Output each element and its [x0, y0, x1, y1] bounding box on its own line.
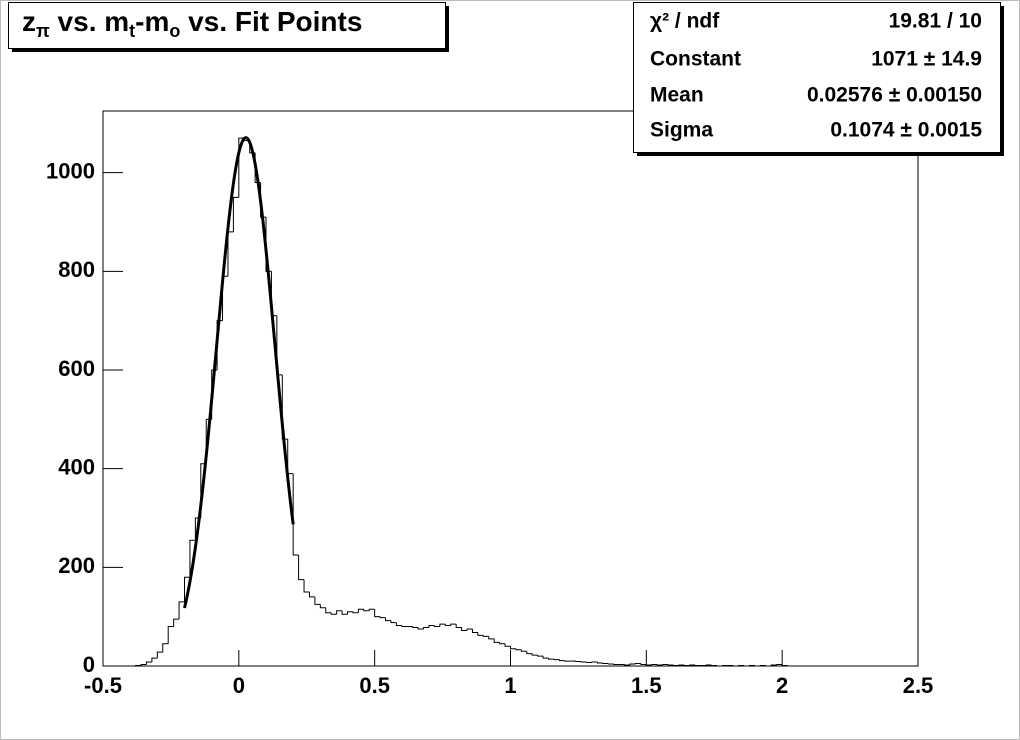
histogram-bin — [352, 611, 359, 614]
stats-name: Mean — [650, 84, 704, 107]
histogram-bin — [368, 608, 375, 611]
histogram-bin — [461, 627, 468, 631]
histogram-bin — [162, 643, 169, 653]
x-tick-label: 1.5 — [631, 673, 662, 698]
y-tick-label: 800 — [58, 257, 95, 282]
histogram-bin — [357, 608, 364, 613]
histogram-bin — [455, 624, 462, 629]
x-tick-label: 0.5 — [359, 673, 390, 698]
x-tick-label: -0.5 — [84, 673, 122, 698]
histogram-bin — [640, 663, 647, 666]
histogram-bin — [385, 617, 391, 622]
x-tick-label: 0 — [233, 673, 245, 698]
histogram-bin — [439, 623, 446, 627]
histogram-bin — [314, 596, 321, 605]
histogram-bin — [417, 627, 424, 630]
histogram-bin — [548, 658, 554, 660]
histogram-bin — [140, 664, 147, 666]
histogram-bin — [510, 646, 516, 650]
fit-curve — [183, 136, 295, 609]
histogram-bin — [336, 610, 343, 615]
histogram-bin — [596, 662, 603, 664]
histogram-bin — [542, 656, 549, 659]
histogram-bin — [308, 592, 315, 598]
title-part: π — [36, 21, 50, 41]
histogram-bin — [537, 655, 544, 657]
title-part: vs. m — [50, 6, 129, 37]
histogram-bin — [184, 576, 190, 602]
x-tick-label: 1 — [504, 673, 516, 698]
stats-name: χ² / ndf — [650, 10, 720, 33]
histogram-bin — [390, 620, 397, 624]
histogram-bin — [151, 657, 158, 663]
histogram-bin — [167, 626, 174, 644]
histogram-bin — [433, 625, 440, 628]
histogram-bin — [629, 663, 636, 666]
title-part: o — [169, 21, 180, 41]
histogram-bin — [292, 473, 299, 556]
histogram-bin — [232, 196, 239, 232]
histogram-bin — [178, 601, 185, 620]
y-tick-label: 400 — [58, 454, 95, 479]
histogram-bin — [477, 632, 484, 636]
histogram-bin — [770, 664, 777, 666]
x-tick-label: 2.5 — [903, 673, 934, 698]
histogram-bin — [504, 643, 511, 647]
title-box — [8, 2, 446, 49]
stats-name: Constant — [650, 48, 741, 71]
histogram-bin — [558, 659, 565, 662]
title-part: vs. Fit Points — [180, 6, 362, 37]
histogram-bin — [325, 607, 332, 614]
histogram-bin — [319, 604, 326, 609]
histogram-bin — [428, 625, 435, 628]
histogram-bin — [298, 555, 305, 581]
histogram-bin — [173, 618, 180, 627]
histogram-bin — [395, 622, 402, 627]
histogram-bin — [330, 612, 337, 615]
title-part: -m — [135, 6, 169, 37]
histogram-bin — [303, 579, 310, 593]
histogram-bin — [515, 648, 522, 651]
stats-value: 19.81 / 10 — [889, 10, 982, 33]
histogram-bin — [520, 649, 527, 652]
stats-value: 1071 ± 14.9 — [871, 48, 982, 71]
histogram-bin — [363, 609, 370, 612]
y-tick-label: 200 — [58, 553, 95, 578]
y-tick-label: 0 — [83, 652, 95, 677]
histogram-bin — [444, 624, 451, 627]
histogram-bin — [466, 628, 473, 631]
histogram-bin — [341, 610, 348, 615]
histogram-bin — [531, 653, 538, 656]
stats-value: 0.02576 ± 0.00150 — [807, 84, 982, 107]
histogram-bin — [156, 651, 163, 659]
histogram-bin — [189, 539, 196, 578]
histogram-bin — [450, 623, 457, 626]
histogram-bin — [347, 611, 353, 615]
stats-name: Sigma — [650, 119, 713, 142]
histogram-bin — [145, 661, 152, 665]
stats-value: 0.1074 ± 0.0015 — [830, 119, 982, 142]
histogram-bin — [499, 642, 506, 645]
histogram-bin — [412, 626, 419, 629]
histogram-bin — [493, 638, 500, 643]
chart-title: zπ vs. mt-mo vs. Fit Points — [22, 6, 362, 40]
stats-box — [633, 2, 1001, 153]
title-part: t — [129, 21, 135, 41]
title-part: z — [22, 6, 36, 37]
histogram-bin — [488, 636, 495, 640]
histogram-bin — [423, 627, 429, 629]
histogram-bin — [379, 616, 386, 619]
y-tick-label: 1000 — [46, 158, 95, 183]
histogram-bin — [471, 629, 478, 633]
histogram-bin — [482, 635, 489, 637]
histogram-bin — [781, 664, 788, 667]
plot-frame — [102, 110, 919, 667]
histogram-bin — [401, 625, 408, 628]
y-tick-label: 600 — [58, 356, 95, 381]
x-tick-label: 2 — [776, 673, 788, 698]
histogram-bin — [374, 609, 381, 618]
histogram-bin — [238, 137, 245, 198]
histogram-bin — [526, 651, 533, 655]
